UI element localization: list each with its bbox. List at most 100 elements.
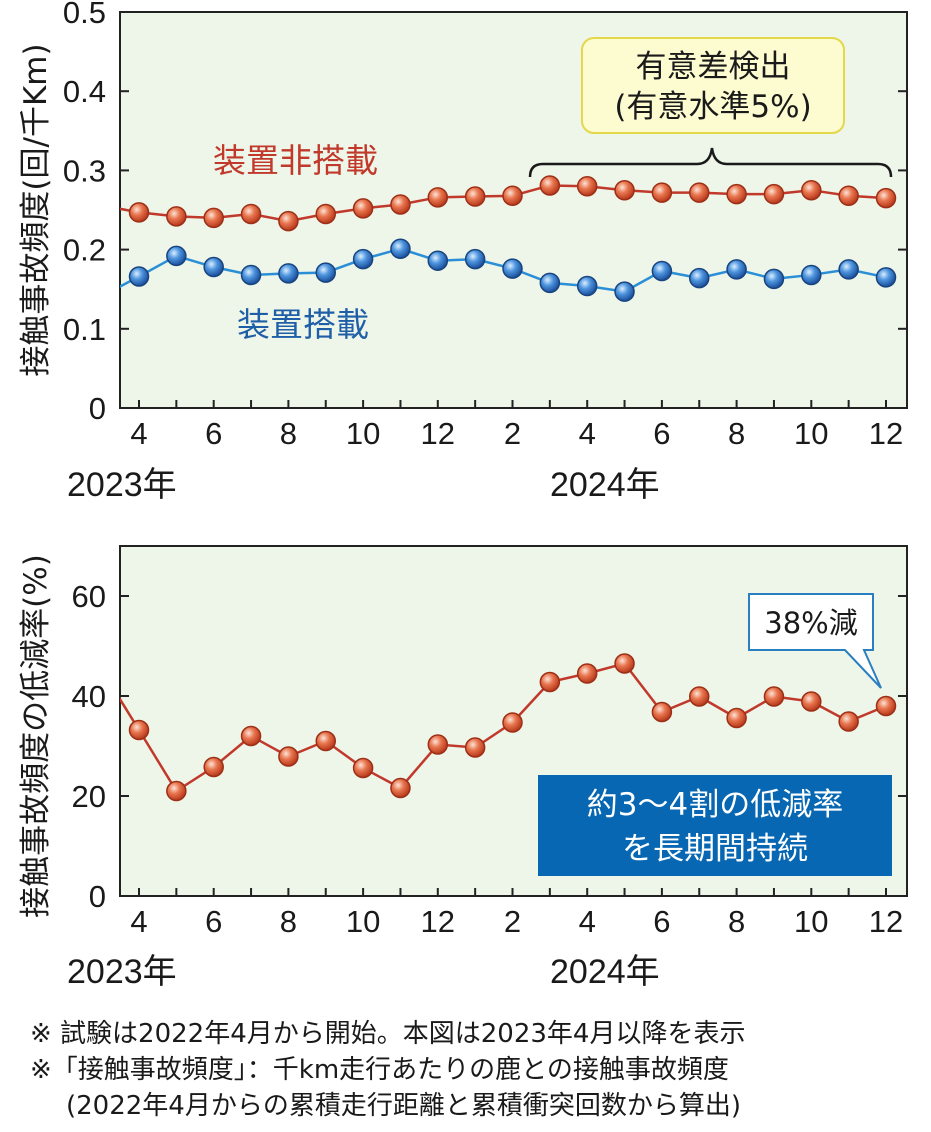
bottom-x-tick-label: 4 (130, 904, 147, 939)
data-point-non-equipped (166, 206, 187, 227)
footnote-2: ※「接触事故頻度」：千km走行あたりの鹿との接触事故頻度 (30, 1055, 729, 1085)
top-y-tick-label: 0.2 (63, 233, 106, 268)
data-point-non-equipped (576, 175, 598, 197)
series-line-equipped (120, 247, 887, 293)
reduction-rate-points (128, 653, 897, 802)
top-x-tick-label: 12 (421, 416, 455, 451)
data-point-reduction-rate (763, 686, 785, 707)
footnotes: ※ 試験は2022年4月から開始。本図は2023年4月以降を表示 ※「接触事故頻… (30, 1016, 925, 1124)
data-point-equipped (838, 259, 859, 280)
data-point-equipped (464, 248, 486, 270)
bottom-y-tick-label: 40 (72, 679, 106, 714)
bottom-x-tick-label: 12 (869, 904, 903, 939)
top-x-tick-label: 10 (794, 416, 828, 451)
data-point-equipped (801, 264, 822, 286)
top-x-tick-label: 4 (579, 416, 596, 451)
top-y-axis-label: 接触事故頻度(回/千Km) (18, 43, 54, 376)
data-point-equipped (278, 263, 299, 284)
top-y-tick-label: 0.3 (63, 153, 106, 188)
data-point-non-equipped (651, 182, 673, 203)
bottom-x-tick-label: 6 (205, 904, 222, 939)
data-point-equipped (315, 262, 336, 283)
top-x-axis: 4 6 8 10 12 2 4 6 8 10 12 (130, 400, 903, 451)
bottom-y-tick-label: 20 (72, 779, 106, 814)
data-point-non-equipped (203, 207, 224, 229)
top-x-tick-label: 4 (130, 416, 147, 451)
data-point-equipped (128, 266, 150, 287)
data-point-equipped (240, 264, 262, 286)
series-points-non-equipped (128, 175, 897, 232)
significance-callout-box (581, 37, 845, 134)
footnote-3: (2022年4月からの累積走行距離と累積衝突回数から算出) (66, 1091, 741, 1121)
top-x-tick-label: 6 (205, 416, 222, 451)
series-label-non-equipped: 装置非搭載 (213, 141, 378, 180)
data-point-equipped (203, 256, 224, 278)
bottom-chart: 0 20 40 60 4 6 8 10 12 2 4 6 8 10 12 2023年 2024年 接触事故… (18, 545, 908, 991)
top-year-label-2023: 2023年 (67, 466, 177, 504)
data-point-equipped (763, 268, 785, 290)
bottom-x-tick-label: 6 (653, 904, 670, 939)
top-x-tick-label: 8 (280, 416, 297, 451)
data-point-reduction-rate (875, 695, 897, 717)
bottom-x-tick-label: 10 (794, 904, 828, 939)
bottom-year-label-2023: 2023年 (67, 953, 177, 991)
significance-callout-line1: 有意差検出 (636, 49, 791, 85)
data-point-reduction-rate (726, 707, 747, 729)
data-point-reduction-rate (539, 671, 561, 693)
series-points-equipped (128, 238, 897, 302)
top-y-tick-label: 0.5 (63, 0, 106, 30)
data-point-reduction-rate (689, 686, 710, 707)
top-x-tick-label: 12 (869, 416, 903, 451)
bottom-y-axis-label: 接触事故頻度の低減率(%) (18, 554, 54, 918)
data-point-non-equipped (689, 182, 710, 203)
data-point-non-equipped (352, 198, 374, 219)
top-y-tick-label: 0 (89, 391, 106, 426)
top-y-tick-label: 0.1 (63, 312, 106, 347)
series-line-non-equipped (120, 184, 887, 223)
top-x-tick-label: 6 (653, 416, 670, 451)
data-point-equipped (726, 259, 747, 280)
data-point-non-equipped (390, 194, 411, 215)
data-point-non-equipped (726, 183, 747, 205)
data-point-equipped (502, 258, 523, 279)
data-point-reduction-rate (352, 757, 374, 779)
data-point-non-equipped (763, 183, 785, 205)
data-point-non-equipped (614, 179, 635, 201)
data-point-reduction-rate (576, 663, 598, 684)
bottom-x-tick-label: 12 (421, 904, 455, 939)
data-point-non-equipped (539, 175, 561, 196)
data-point-reduction-rate (464, 737, 486, 758)
data-point-non-equipped (315, 203, 336, 225)
data-point-non-equipped (838, 185, 859, 206)
data-point-non-equipped (278, 210, 299, 232)
series-label-equipped: 装置搭載 (237, 305, 369, 344)
bottom-year-label-2024: 2024年 (550, 953, 660, 991)
data-point-reduction-rate (390, 777, 411, 799)
data-point-reduction-rate (128, 719, 150, 741)
data-point-reduction-rate (427, 734, 449, 755)
data-point-non-equipped (875, 187, 897, 209)
data-point-reduction-rate (240, 725, 262, 747)
data-point-reduction-rate (651, 701, 673, 723)
significance-bracket (528, 147, 893, 178)
bottom-x-tick-label: 10 (346, 904, 380, 939)
top-x-tick-label: 8 (728, 416, 745, 451)
data-point-non-equipped (128, 202, 150, 223)
data-point-reduction-rate (801, 691, 822, 712)
bottom-x-tick-label: 4 (579, 904, 596, 939)
data-point-reduction-rate (838, 711, 859, 732)
bottom-x-tick-label: 2 (504, 904, 521, 939)
data-point-equipped (689, 267, 710, 289)
top-y-tick-label: 0.4 (63, 74, 106, 109)
summary-box (538, 775, 892, 876)
data-point-equipped (539, 272, 561, 294)
bottom-y-tick-label: 60 (72, 579, 106, 614)
top-y-axis: 0 0.1 0.2 0.3 0.4 0.5 (63, 0, 907, 426)
data-point-equipped (390, 238, 411, 260)
data-point-reduction-rate (278, 746, 299, 767)
data-point-reduction-rate (502, 712, 523, 733)
footnote-1: ※ 試験は2022年4月から開始。本図は2023年4月以降を表示 (30, 1019, 746, 1049)
bottom-y-axis: 0 20 40 60 (72, 579, 907, 914)
data-point-non-equipped (240, 203, 262, 225)
data-point-equipped (875, 267, 897, 288)
